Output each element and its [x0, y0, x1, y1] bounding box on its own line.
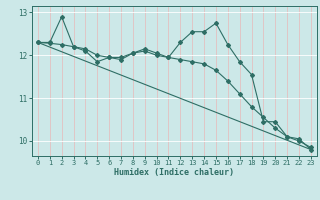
X-axis label: Humidex (Indice chaleur): Humidex (Indice chaleur): [115, 168, 234, 177]
